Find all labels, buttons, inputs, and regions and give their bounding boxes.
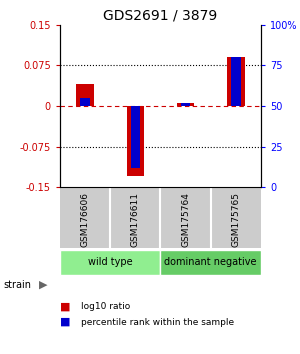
Bar <box>130 106 140 168</box>
Title: GDS2691 / 3879: GDS2691 / 3879 <box>103 8 218 22</box>
Text: ■: ■ <box>60 317 70 327</box>
Bar <box>231 57 241 106</box>
Text: GSM176606: GSM176606 <box>81 192 90 247</box>
Text: dominant negative: dominant negative <box>164 257 257 267</box>
Text: strain: strain <box>3 280 31 290</box>
Bar <box>127 106 144 176</box>
FancyBboxPatch shape <box>160 250 261 275</box>
FancyBboxPatch shape <box>60 250 160 275</box>
Text: GSM175764: GSM175764 <box>181 192 190 247</box>
Text: GSM175765: GSM175765 <box>231 192 240 247</box>
Text: log10 ratio: log10 ratio <box>81 302 130 311</box>
Text: ▶: ▶ <box>39 280 48 290</box>
Text: ■: ■ <box>60 301 70 311</box>
Bar <box>181 103 190 106</box>
Text: percentile rank within the sample: percentile rank within the sample <box>81 318 234 327</box>
Bar <box>177 103 194 106</box>
Bar <box>80 98 90 106</box>
Text: wild type: wild type <box>88 257 133 267</box>
Bar <box>76 84 94 106</box>
Text: GSM176611: GSM176611 <box>131 192 140 247</box>
Bar <box>227 57 245 106</box>
